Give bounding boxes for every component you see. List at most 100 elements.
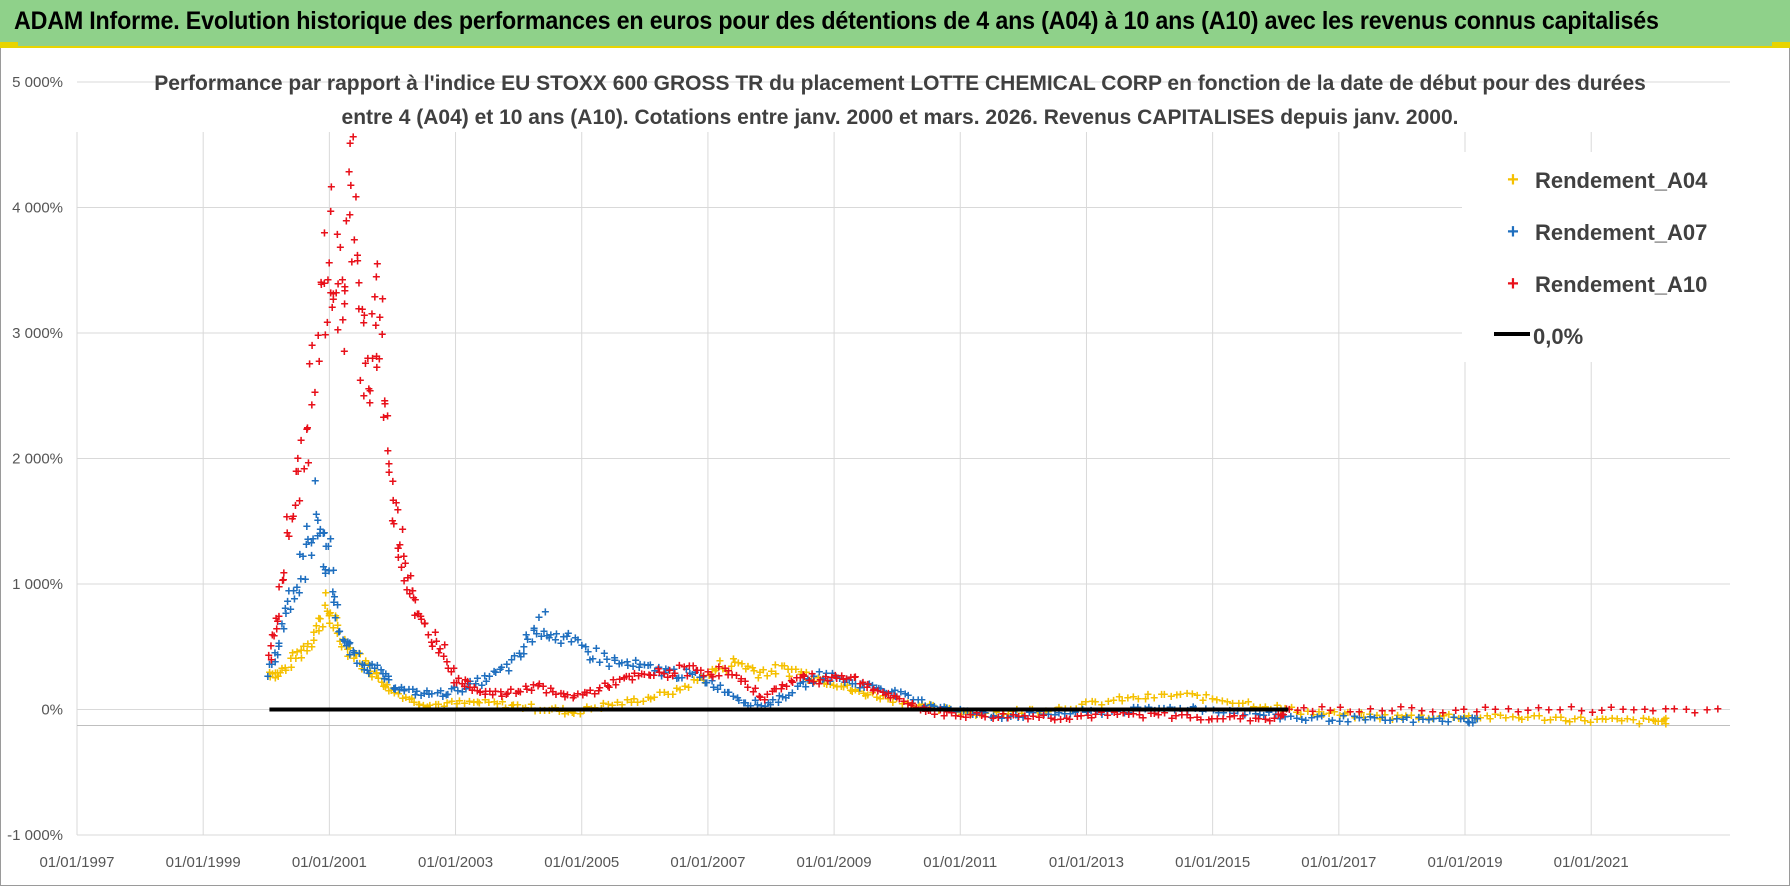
- chart-subtitle-line2: entre 4 (A04) et 10 ans (A10). Cotations…: [342, 106, 1459, 129]
- series-a07-point: +: [473, 670, 481, 686]
- series-a10-point: +: [737, 671, 745, 687]
- series-a10-point: +: [325, 255, 333, 271]
- series-a10-point: +: [288, 510, 296, 526]
- series-a07-point: +: [703, 675, 711, 691]
- series-a10-point: +: [561, 689, 569, 705]
- series-a04-point: +: [1577, 709, 1585, 725]
- series-a04-point: +: [992, 704, 1000, 720]
- series-a07-point: +: [1313, 709, 1321, 725]
- series-a10-point: +: [1294, 702, 1302, 718]
- series-a10-point: +: [303, 421, 311, 437]
- series-a10-point: +: [489, 687, 497, 703]
- series-a10-point: +: [294, 463, 302, 479]
- series-a10-point: +: [320, 275, 328, 291]
- series-a07-point: +: [309, 530, 317, 546]
- series-a07-point: +: [1134, 699, 1142, 715]
- series-a10-point: +: [317, 274, 325, 290]
- series-a10-point: +: [1073, 708, 1081, 724]
- series-a10-point: +: [1346, 704, 1354, 720]
- series-a10-point: +: [280, 564, 288, 580]
- series-a07-point: +: [810, 668, 818, 684]
- series-a10-point: +: [1168, 710, 1176, 726]
- series-a10-point: +: [616, 671, 624, 687]
- series-a07-point: +: [882, 685, 890, 701]
- series-a07-point: +: [366, 657, 374, 673]
- series-a10-point: +: [409, 582, 417, 598]
- series-a04-point: +: [368, 669, 376, 685]
- series-a07-point: +: [320, 525, 328, 541]
- series-a10-point: +: [751, 680, 759, 696]
- series-a04-point: +: [1593, 711, 1601, 727]
- series-a07-point: +: [311, 473, 319, 489]
- series-a10-point: +: [470, 679, 478, 695]
- series-a04-point: +: [576, 706, 584, 722]
- series-a04-point: +: [406, 691, 414, 707]
- series-a07-point: +: [428, 686, 436, 702]
- series-a07-point: +: [574, 632, 582, 648]
- series-a10-point: +: [375, 350, 383, 366]
- series-a04-point: +: [1608, 710, 1616, 726]
- series-a07-point: +: [520, 639, 528, 655]
- series-a04-point: +: [325, 608, 333, 624]
- series-a07-point: +: [785, 687, 793, 703]
- legend-label-a07: Rendement_A07: [1535, 220, 1707, 245]
- series-a10-point: +: [796, 670, 804, 686]
- series-a10-point: +: [707, 667, 715, 683]
- series-a04-point: +: [1562, 713, 1570, 729]
- grid: [76, 81, 1730, 836]
- series-a04-point: +: [362, 653, 370, 669]
- series-a10-point: +: [583, 684, 591, 700]
- series-a07-point: +: [673, 670, 681, 686]
- series-a04-point: +: [1402, 708, 1410, 724]
- series-a04-point: +: [338, 638, 346, 654]
- series-a07-point: +: [1425, 711, 1433, 727]
- series-a04-point: +: [763, 667, 771, 683]
- series-a07-point: +: [346, 647, 354, 663]
- series-a04-point: +: [374, 670, 382, 686]
- series-a07-point: +: [571, 630, 579, 646]
- series-a07-point: +: [411, 687, 419, 703]
- series-a07-point: +: [1339, 708, 1347, 724]
- series-a10-point: +: [334, 322, 342, 338]
- series-a04-point: +: [1660, 711, 1668, 727]
- series-a04-point: +: [1018, 705, 1026, 721]
- series-a07-point: +: [725, 684, 733, 700]
- series-a07-point: +: [485, 668, 493, 684]
- series-a10-point: +: [635, 668, 643, 684]
- series-a07-point: +: [1029, 704, 1037, 720]
- series-a10-point: +: [560, 686, 568, 702]
- series-a07-point: +: [1361, 711, 1369, 727]
- series-a10-point: +: [1009, 707, 1017, 723]
- series-a10-point: +: [839, 671, 847, 687]
- series-a04-point: +: [287, 650, 295, 666]
- series-a10-point: +: [464, 673, 472, 689]
- series-a04-point: +: [788, 661, 796, 677]
- series-a07-point: +: [836, 670, 844, 686]
- series-a04-point: +: [847, 682, 855, 698]
- series-a10-point: +: [1135, 707, 1143, 723]
- series-a04-point: +: [509, 696, 517, 712]
- series-a07-point: +: [686, 665, 694, 681]
- series-a07-point: +: [769, 691, 777, 707]
- series-a10-point: +: [1714, 700, 1722, 716]
- series-a04-point: +: [381, 678, 389, 694]
- series-a04-point: +: [271, 665, 279, 681]
- series-a07-point: +: [804, 670, 812, 686]
- series-a04-point: +: [989, 708, 997, 724]
- series-a10-point: +: [522, 678, 530, 694]
- series-a10-point: +: [333, 226, 341, 242]
- series-a10-point: +: [697, 662, 705, 678]
- series-a04-point: +: [281, 659, 289, 675]
- series-a10-point: +: [389, 473, 397, 489]
- series-a10-point: +: [410, 589, 418, 605]
- series-a07-point: +: [490, 663, 498, 679]
- series-a10-point: +: [810, 674, 818, 690]
- series-a10-point: +: [1598, 702, 1606, 718]
- series-a10-point: +: [317, 276, 325, 292]
- series-a07-point: +: [841, 674, 849, 690]
- series-a10-point: +: [512, 685, 520, 701]
- series-a04-point: +: [1344, 704, 1352, 720]
- series-a10-point: +: [294, 450, 302, 466]
- series-a07-point: +: [635, 659, 643, 675]
- series-a04-point: +: [1124, 690, 1132, 706]
